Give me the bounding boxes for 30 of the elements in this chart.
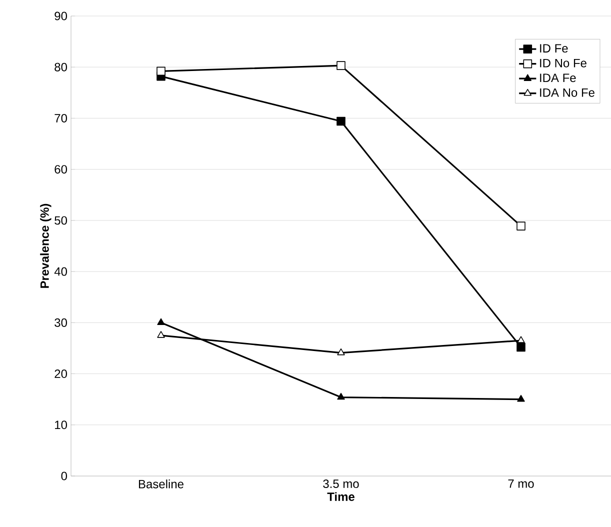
point xyxy=(516,342,526,352)
y-tick-label: 60 xyxy=(54,165,68,174)
legend-label: ID No Fe xyxy=(540,58,586,68)
y-tick-label: 40 xyxy=(54,267,68,276)
x-tick-label: Baseline xyxy=(138,480,184,488)
point xyxy=(156,66,166,76)
y-axis-title: Prevalence (%) xyxy=(40,204,52,288)
y-tick-label: 90 xyxy=(54,12,68,20)
point xyxy=(336,116,346,126)
y-tick-label: 50 xyxy=(54,216,68,225)
x-axis-title: Time xyxy=(327,492,354,501)
legend-label: IDA Fe xyxy=(540,74,576,82)
legend-label: IDA No Fe xyxy=(540,88,594,97)
y-tick-label: 20 xyxy=(54,370,68,378)
point xyxy=(157,331,165,338)
y-tick-label: 10 xyxy=(55,420,68,430)
y-tick-label: 70 xyxy=(54,114,68,122)
y-tick-label: 0 xyxy=(61,472,68,480)
point xyxy=(336,61,346,70)
y-tick-label: 30 xyxy=(54,318,68,327)
point xyxy=(517,394,525,402)
point xyxy=(517,336,525,343)
point xyxy=(516,222,526,230)
y-tick-label: 80 xyxy=(54,62,68,72)
x-tick-label: 7 mo xyxy=(508,480,534,488)
legend-label: ID Fe xyxy=(540,44,568,53)
point xyxy=(157,318,165,326)
x-tick-label: 3.5 mo xyxy=(323,480,359,488)
point xyxy=(337,348,345,356)
point xyxy=(337,392,345,400)
